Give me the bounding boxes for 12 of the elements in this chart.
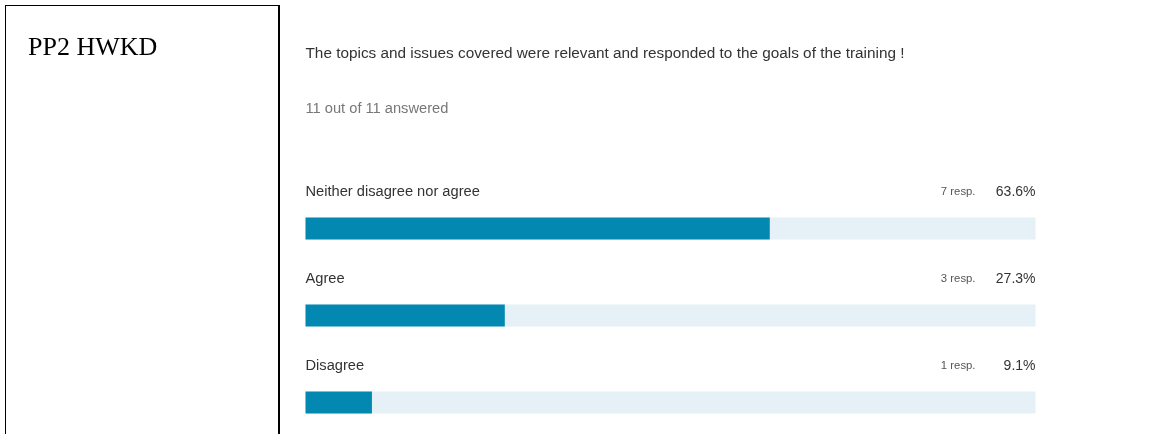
data-label: 63.6% — [995, 182, 1036, 199]
annotation: 3 resp. — [940, 271, 976, 284]
chart-subtitle: 11 out of 11 answered — [305, 99, 449, 116]
y-tick-label: Disagree — [305, 356, 365, 373]
chart-title: The topics and issues covered were relevant and responded to the goals of the training ! — [305, 44, 905, 61]
data-label: 27.3% — [995, 269, 1036, 286]
annotation: 1 resp. — [940, 358, 976, 371]
annotation: 7 resp. — [940, 184, 976, 197]
data-label: 9.1% — [1003, 356, 1036, 373]
y-tick-label: Neither disagree nor agree — [305, 182, 480, 199]
y-tick-label: Agree — [305, 269, 345, 286]
text: PP2 HWKD — [28, 31, 158, 63]
